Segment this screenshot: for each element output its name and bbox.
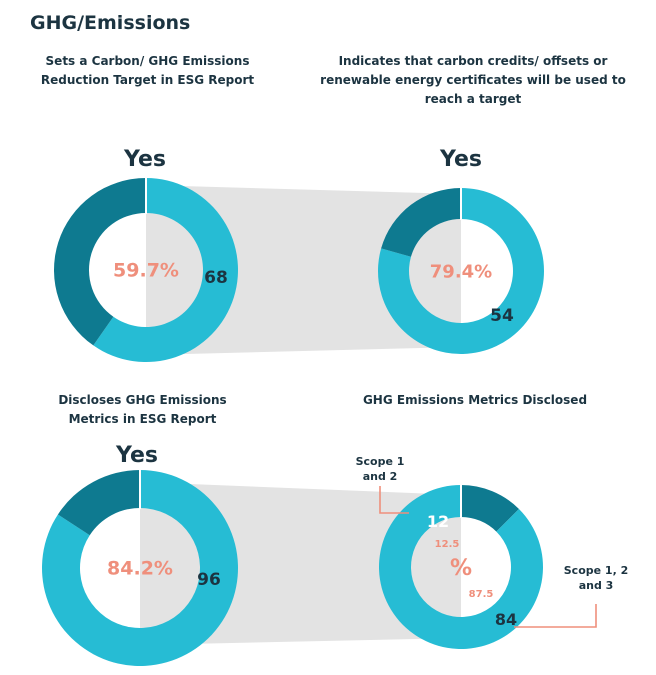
chart-3-count-label: 96 xyxy=(197,570,221,590)
chart-1-title: Sets a Carbon/ GHG Emissions Reduction T… xyxy=(40,54,255,87)
page-title: GHG/Emissions xyxy=(30,12,191,34)
chart-4-slice-scope-1-2 xyxy=(461,485,519,532)
chart-4-slice-scope-1-2-3 xyxy=(378,485,543,649)
chart-4-count-small: 12 xyxy=(427,512,449,531)
chart-2-slice-yes xyxy=(377,187,545,354)
chart-2-slice-no xyxy=(381,188,461,257)
chart-4-pct-large: 87.5 xyxy=(469,589,494,600)
chart-2-title: Indicates that carbon credits/ offsets o… xyxy=(320,54,626,106)
chart-2-count-label: 54 xyxy=(490,306,514,326)
chart-4-pct-small: 12.5 xyxy=(435,539,460,550)
chart-1-slice-yes xyxy=(93,178,239,362)
chart-4-title: GHG Emissions Metrics Disclosed xyxy=(362,393,588,407)
chart-1-heading: Yes xyxy=(124,147,166,172)
chart-1-center-value: 59.7% xyxy=(113,260,179,282)
chart-3-slice-yes xyxy=(41,470,238,666)
callout-line-scope-1-2-3 xyxy=(514,604,597,628)
callout-scope-1-2-3: Scope 1, 2 and 3 xyxy=(563,564,629,592)
chart-1-slice-no xyxy=(53,178,146,346)
chart-4-center-value: % xyxy=(450,556,472,581)
chart-3-title: Discloses GHG Emissions Metrics in ESG R… xyxy=(58,393,227,426)
chart-3-slice-no xyxy=(57,470,140,536)
chart-1-count-label: 68 xyxy=(204,268,228,288)
callout-line-scope-1-2 xyxy=(379,486,409,514)
chart-2-center-value: 79.4% xyxy=(430,261,492,282)
chart-2-heading: Yes xyxy=(440,147,482,172)
chart-3-heading: Yes xyxy=(116,443,158,468)
callout-scope-1-2: Scope 1 and 2 xyxy=(355,455,405,483)
chart-3-center-value: 84.2% xyxy=(107,558,173,580)
chart-4-count-large: 84 xyxy=(495,610,517,629)
